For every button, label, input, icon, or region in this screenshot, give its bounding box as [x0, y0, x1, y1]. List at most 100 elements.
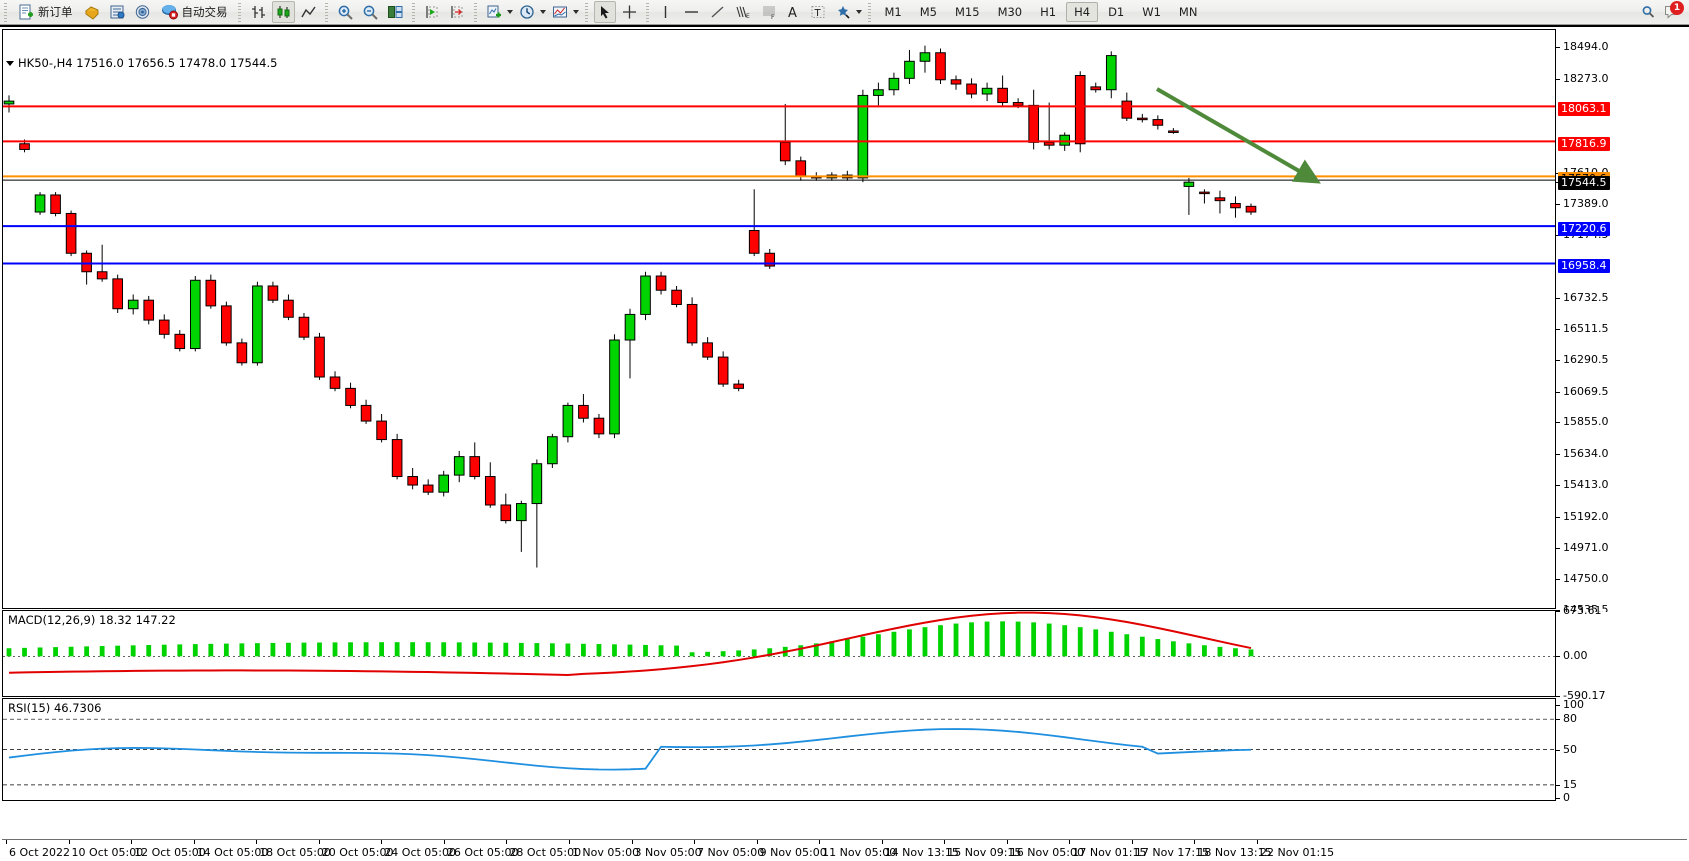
time-label: 7 Nov 05:00	[697, 846, 765, 859]
periods-icon	[519, 5, 534, 19]
text-button[interactable]: A	[783, 1, 805, 23]
time-label: 1 Nov 05:00	[571, 846, 640, 859]
time-tick	[68, 840, 70, 844]
chart-shift-button[interactable]	[421, 1, 444, 23]
fibonacci-icon: E	[735, 6, 750, 20]
timeframe-m5[interactable]: M5	[919, 5, 937, 19]
time-label: 10 Oct 05:00	[71, 846, 144, 859]
svg-text:E: E	[746, 13, 750, 20]
price-tag-resistance-1[interactable]: 18063.1	[1558, 102, 1610, 117]
templates-dropdown-caret[interactable]	[572, 3, 581, 21]
time-label: 3 Nov 05:00	[634, 846, 702, 859]
time-tick	[1069, 840, 1071, 844]
data-window-button[interactable]	[106, 1, 129, 23]
bar-chart-icon	[251, 6, 265, 18]
macd-scale[interactable]: 673.61 0.00 -590.17	[1556, 604, 1687, 702]
horizontal-line-button[interactable]	[679, 1, 704, 23]
zoom-in-button[interactable]	[334, 1, 357, 23]
text-label-button[interactable]: T	[807, 1, 830, 23]
macd-pane[interactable]: MACD(12,26,9) 18.32 147.22	[2, 610, 1556, 697]
timeframe-m1[interactable]: M1	[884, 5, 902, 19]
svg-text:T: T	[813, 8, 821, 19]
time-label: 9 Nov 05:00	[759, 846, 827, 859]
navigator-icon	[135, 5, 149, 19]
downtrend-arrow-icon	[1156, 87, 1321, 184]
trendline-button[interactable]	[706, 1, 729, 23]
price-tag-last-close[interactable]: 17544.5	[1558, 176, 1610, 191]
vertical-line-button[interactable]	[655, 1, 677, 23]
toolbar-grip-3[interactable]	[322, 2, 330, 22]
price-pane[interactable]	[2, 29, 1556, 609]
rsi-scale[interactable]: 100 80 50 15 0	[1556, 698, 1687, 804]
candlestick-chart-button[interactable]	[271, 1, 295, 23]
time-scale[interactable]: 6 Oct 2022 10 Oct 05:00 12 Oct 05:00 14 Oct…	[2, 839, 1687, 861]
time-label: 26 Oct 05:00	[446, 846, 519, 859]
search-button[interactable]	[1637, 1, 1660, 23]
notification-badge: 1	[1670, 1, 1684, 15]
navigator-button[interactable]	[131, 1, 154, 23]
indicators-icon	[487, 5, 501, 18]
timeframe-h4[interactable]: H4	[1066, 2, 1099, 22]
tile-windows-button[interactable]	[384, 1, 407, 23]
new-order-button[interactable]: 新订单	[13, 1, 78, 23]
time-label: 17 Nov 17:15	[1134, 846, 1210, 859]
line-chart-icon	[300, 6, 316, 18]
rsi-series	[3, 718, 1555, 786]
shapes-dropdown-caret[interactable]	[855, 3, 864, 21]
cursor-button[interactable]	[593, 1, 616, 23]
toolbar-grip-5[interactable]	[471, 2, 479, 22]
time-label: 24 Oct 05:00	[384, 846, 457, 859]
indicators-button[interactable]	[483, 1, 506, 23]
symbol-ohlc-label: HK50-,H4 17516.0 17656.5 17478.0 17544.5	[18, 56, 278, 70]
time-tick	[256, 840, 258, 844]
timeframe-w1[interactable]: W1	[1142, 5, 1161, 19]
periods-dropdown-caret[interactable]	[539, 3, 548, 21]
timeframe-m15[interactable]: M15	[955, 5, 980, 19]
indicators-dropdown-caret[interactable]	[506, 3, 515, 21]
templates-button[interactable]	[549, 1, 572, 23]
time-label: 11 Nov 05:00	[822, 846, 897, 859]
toolbar-grip-4[interactable]	[409, 2, 417, 22]
price-tag-resistance-2[interactable]: 17816.9	[1558, 137, 1610, 152]
timeframe-mn[interactable]: MN	[1178, 5, 1198, 19]
toolbar-grip-6[interactable]	[582, 2, 590, 22]
timeframe-d1[interactable]: D1	[1108, 5, 1125, 19]
periods-button[interactable]	[516, 1, 539, 23]
line-chart-button[interactable]	[297, 1, 320, 23]
zoom-out-button[interactable]	[359, 1, 382, 23]
new-order-label: 新订单	[38, 5, 73, 19]
horizontal-line-icon	[684, 11, 698, 13]
timeframe-h1[interactable]: H1	[1040, 5, 1057, 19]
expert-advisors-button[interactable]	[80, 1, 104, 23]
autotrading-icon	[161, 5, 178, 20]
bar-chart-button[interactable]	[247, 1, 270, 23]
toolbar-grip-8[interactable]	[865, 2, 873, 22]
price-scale[interactable]: 18494.0 18273.0 17389.0 16732.5 16511.5 16290…	[1556, 31, 1687, 616]
rsi-pane[interactable]: RSI(15) 46.7306	[2, 698, 1556, 801]
channel-button[interactable]: F	[757, 1, 781, 23]
time-label: 15 Nov 09:15	[947, 846, 1022, 859]
auto-scroll-button[interactable]	[446, 1, 469, 23]
time-tick	[756, 840, 758, 844]
time-tick	[443, 840, 445, 844]
price-tag-support-2[interactable]: 16958.4	[1558, 259, 1610, 274]
zoom-in-icon	[338, 5, 353, 20]
chart-shift-icon	[425, 6, 437, 18]
main-toolbar: 新订单 自动交易	[0, 0, 1689, 25]
price-tag-support-1[interactable]: 17220.6	[1558, 222, 1610, 237]
tile-windows-icon	[387, 6, 402, 18]
shapes-button[interactable]	[832, 1, 855, 23]
time-label: 28 Oct 05:00	[509, 846, 582, 859]
fibonacci-button[interactable]: E	[731, 1, 755, 23]
toolbar-grip-1[interactable]	[2, 2, 9, 22]
chart-menu-caret-icon[interactable]	[6, 61, 14, 66]
shapes-icon	[837, 6, 850, 19]
autotrading-button[interactable]: 自动交易	[156, 1, 233, 23]
chart-window: HK50-,H4 17516.0 17656.5 17478.0 17544.5	[0, 25, 1689, 861]
toolbar-grip-2[interactable]	[235, 2, 243, 22]
alerts-button[interactable]: 1	[1661, 1, 1684, 22]
toolbar-grip-7[interactable]	[643, 2, 651, 22]
crosshair-button[interactable]	[618, 1, 641, 23]
timeframe-m30[interactable]: M30	[997, 5, 1023, 19]
vertical-line-icon	[664, 6, 667, 18]
